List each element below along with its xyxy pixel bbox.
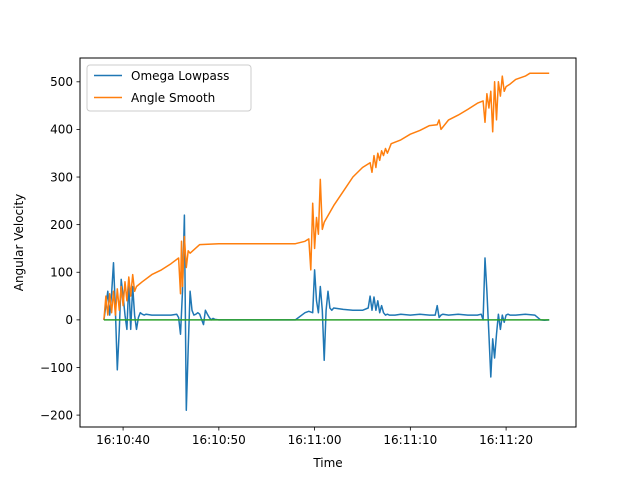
y-tick-label: 400 xyxy=(50,123,73,137)
x-tick-label: 16:10:50 xyxy=(192,433,246,447)
y-tick-label: −200 xyxy=(40,408,73,422)
x-tick-label: 16:11:00 xyxy=(288,433,342,447)
y-tick-label: −100 xyxy=(40,361,73,375)
series-line-angle-smooth xyxy=(103,72,550,320)
y-tick-label: 300 xyxy=(50,170,73,184)
y-tick-label: 200 xyxy=(50,218,73,232)
legend-box xyxy=(86,64,252,112)
y-tick-label: 500 xyxy=(50,75,73,89)
legend-label: Angle Smooth xyxy=(131,91,215,105)
y-tick-label: 0 xyxy=(65,313,73,327)
legend-label: Omega Lowpass xyxy=(131,69,229,83)
x-tick-label: 16:10:40 xyxy=(96,433,150,447)
y-tick-label: 100 xyxy=(50,266,73,280)
y-axis-ticks: −200 −100 0 100 200 300 400 500 xyxy=(40,75,80,422)
y-axis-label: Angular Velocity xyxy=(12,194,26,292)
plot-lines xyxy=(103,72,550,412)
axes-frame xyxy=(79,57,577,428)
series-line-omega-lowpass xyxy=(103,214,550,412)
legend: Omega Lowpass Angle Smooth xyxy=(86,64,252,112)
x-tick-label: 16:11:20 xyxy=(479,433,533,447)
x-axis-label: Time xyxy=(312,456,342,470)
x-axis-ticks: 16:10:40 16:10:50 16:11:00 16:11:10 16:11:20 xyxy=(96,427,533,447)
x-tick-label: 16:11:10 xyxy=(383,433,437,447)
